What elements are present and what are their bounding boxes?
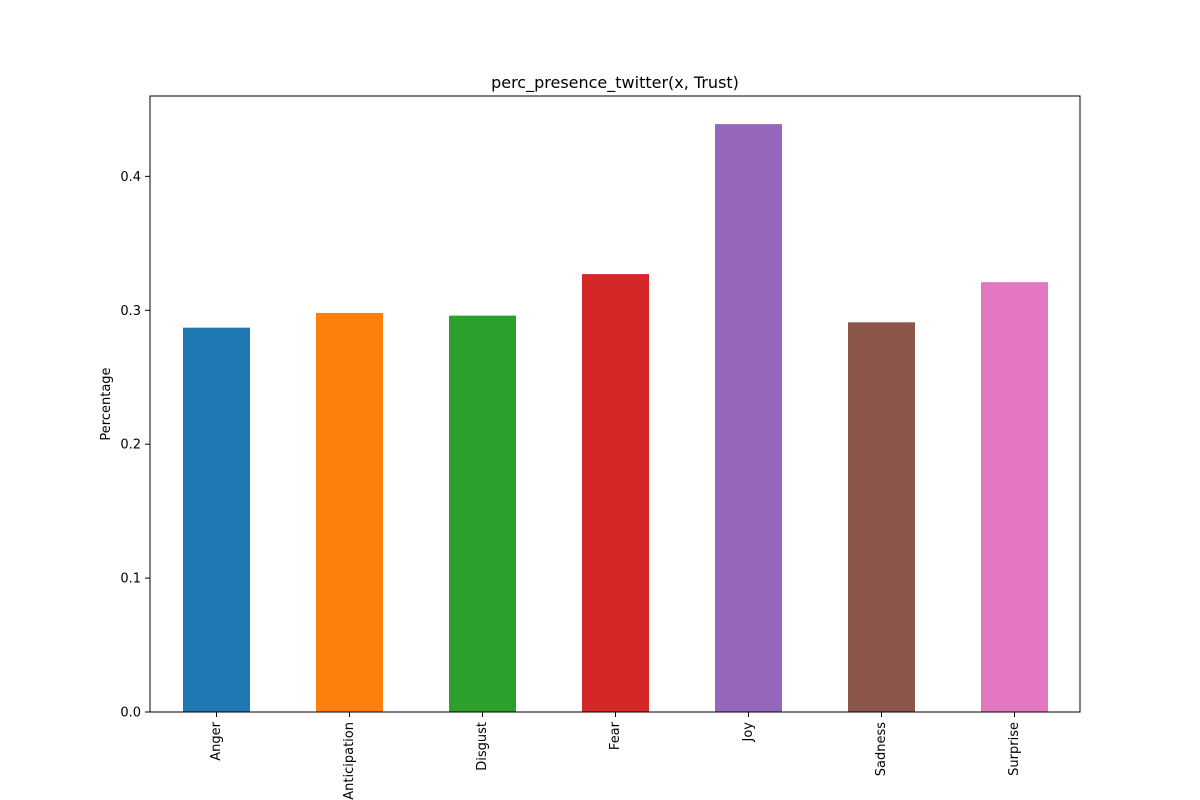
y-axis: 0.0 0.1 0.2 0.3 0.4	[120, 170, 150, 721]
x-tick-label-fear: Fear	[608, 721, 623, 750]
bar-anger	[183, 327, 250, 712]
x-tick-label-joy: Joy	[741, 722, 756, 743]
bar-joy	[715, 124, 782, 713]
x-axis: Anger Anticipation Disgust Fear Joy Sadness Su…	[209, 712, 1022, 800]
x-tick-label-anger: Anger	[209, 721, 224, 760]
x-tick-label-anticipation: Anticipation	[342, 722, 357, 800]
y-tick-label: 0.2	[120, 438, 141, 453]
bar-surprise	[981, 282, 1048, 712]
y-axis-label: Percentage	[99, 367, 114, 440]
y-tick-label: 0.0	[120, 706, 141, 721]
bars-group	[183, 124, 1048, 713]
y-tick-label: 0.3	[120, 304, 141, 319]
x-tick-label-disgust: Disgust	[475, 722, 490, 771]
bar-sadness	[848, 322, 915, 712]
bar-fear	[582, 274, 649, 712]
bar-disgust	[449, 315, 516, 712]
y-tick-label: 0.1	[120, 572, 141, 587]
x-tick-label-surprise: Surprise	[1007, 722, 1022, 776]
x-tick-label-sadness: Sadness	[874, 722, 889, 776]
chart-title: perc_presence_twitter(x, Trust)	[491, 73, 739, 93]
bar-anticipation	[316, 312, 383, 712]
y-tick-label: 0.4	[120, 170, 141, 185]
